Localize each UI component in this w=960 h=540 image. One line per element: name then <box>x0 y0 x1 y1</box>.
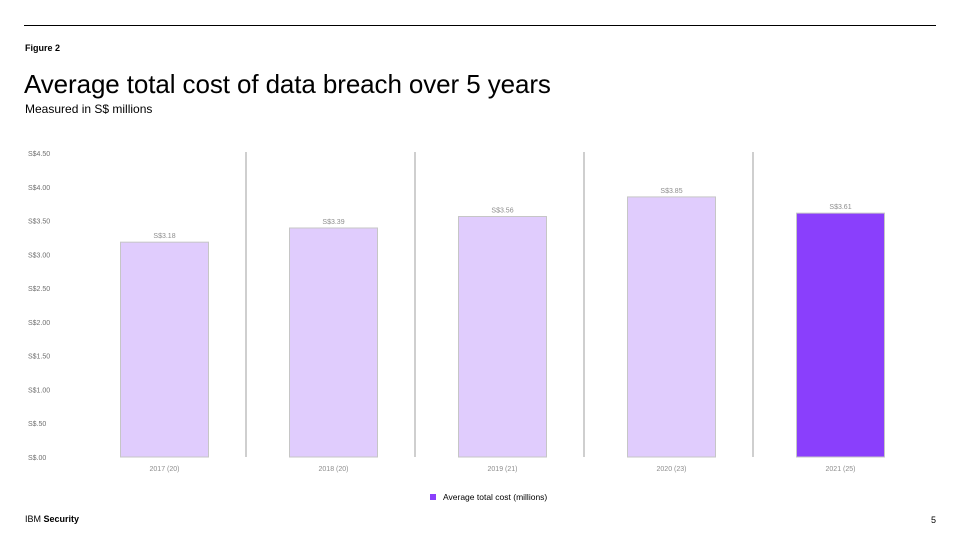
x-tick-label: 2020 (23) <box>657 466 687 473</box>
category-separators <box>245 152 754 457</box>
y-tick-label: S$.00 <box>28 455 46 462</box>
x-tick-label: 2018 (20) <box>319 466 349 473</box>
y-tick-label: S$3.00 <box>28 252 50 259</box>
legend-swatch <box>430 494 436 500</box>
y-tick-label: S$4.00 <box>28 185 50 192</box>
bar <box>120 241 209 458</box>
x-tick-label: 2017 (20) <box>150 466 180 473</box>
y-tick-label: S$2.00 <box>28 320 50 327</box>
x-axis: 2017 (20) 2018 (20) 2019 (21) 2020 (23) 2021… <box>150 466 856 473</box>
bar <box>627 196 716 458</box>
data-label: S$3.39 <box>322 219 344 226</box>
y-tick-label: S$4.50 <box>28 151 50 158</box>
data-labels: S$3.18 S$3.39 S$3.56 S$3.85 S$3.61 <box>153 188 851 240</box>
top-rule <box>24 25 936 26</box>
y-tick-label: S$1.50 <box>28 354 50 361</box>
chart-title: Average total cost of data breach over 5… <box>24 69 551 99</box>
legend-label: Average total cost (millions) <box>443 492 548 502</box>
y-tick-label: S$.50 <box>28 421 46 428</box>
bar-series <box>120 196 885 458</box>
figure-label: Figure 2 <box>25 43 61 53</box>
y-tick-label: S$3.50 <box>28 219 50 226</box>
data-label: S$3.56 <box>491 208 513 215</box>
bar-chart: S$.00 S$.50 S$1.00 S$1.50 S$2.00 S$2.50 S$3.00… <box>28 151 885 473</box>
x-tick-label: 2019 (21) <box>488 466 518 473</box>
y-tick-label: S$1.00 <box>28 387 50 394</box>
data-label: S$3.18 <box>153 233 175 240</box>
bar <box>289 227 378 458</box>
page-number: 5 <box>930 515 936 525</box>
x-tick-label: 2021 (25) <box>826 466 856 473</box>
footer-brand: IBM Security <box>25 514 79 524</box>
data-label: S$3.61 <box>829 204 851 211</box>
brand-prefix: IBM <box>25 514 44 524</box>
y-axis: S$.00 S$.50 S$1.00 S$1.50 S$2.00 S$2.50 S$3.00… <box>28 151 50 462</box>
chart-subtitle: Measured in S$ millions <box>25 102 153 116</box>
brand-bold: Security <box>43 514 80 524</box>
y-tick-label: S$2.50 <box>28 286 50 293</box>
legend: Average total cost (millions) <box>430 492 547 502</box>
bar <box>458 216 547 458</box>
data-label: S$3.85 <box>660 188 682 195</box>
bar <box>796 212 885 458</box>
